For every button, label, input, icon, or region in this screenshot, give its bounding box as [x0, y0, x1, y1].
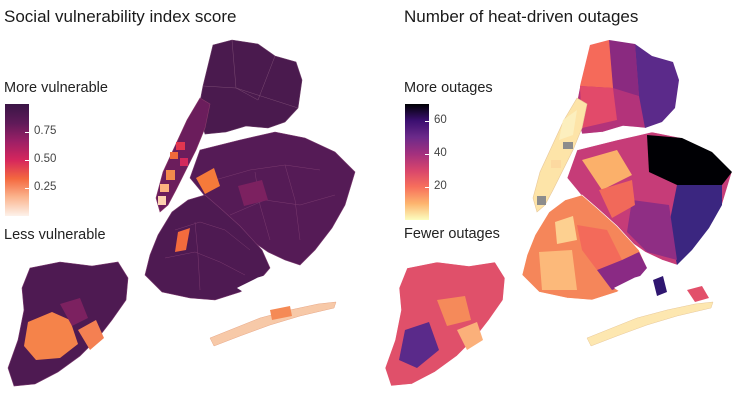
queens-region [669, 185, 722, 265]
colorbar-tick-label: 0.75 [34, 125, 57, 137]
colorbar-tick-label: 0.50 [34, 153, 57, 165]
bronx-region [609, 40, 639, 96]
staten-island-region [78, 320, 104, 350]
jamaica-bay [653, 276, 667, 296]
rockaway-region [209, 301, 337, 347]
staten-island-region [457, 322, 483, 350]
outages-map-title: Number of heat-driven outages [404, 7, 639, 26]
colorbar-tick-mark [425, 186, 429, 188]
manhattan-region [170, 152, 178, 159]
manhattan-region [537, 196, 546, 205]
svi-legend-bottom-label: Less vulnerable [4, 227, 106, 243]
brooklyn-region [577, 225, 622, 270]
staten-island-region [399, 322, 439, 368]
colorbar-tick-label: 20 [434, 179, 447, 192]
bronx-region [580, 86, 617, 128]
colorbar-tick-mark [425, 120, 429, 122]
staten-island-region [24, 312, 78, 360]
brooklyn-region [539, 250, 577, 290]
brooklyn-region [175, 228, 190, 252]
colorbar-tick-label: 60 [434, 113, 447, 126]
svi-legend-top-label: More vulnerable [4, 80, 108, 96]
brooklyn-region [164, 251, 246, 276]
brooklyn-region [194, 221, 201, 291]
svi-choropleth-map [7, 39, 356, 387]
bronx-region [580, 40, 613, 88]
svi-map-title: Social vulnerability index score [4, 7, 237, 26]
svi-panel: Social vulnerability index score More vu… [4, 7, 356, 387]
queens-region [647, 135, 732, 185]
outages-colorbar [405, 104, 429, 220]
manhattan-region [559, 110, 577, 140]
queens-region [284, 164, 301, 241]
manhattan-region [176, 142, 185, 150]
colorbar-tick-mark [25, 160, 29, 161]
queens-region [238, 180, 268, 206]
rockaway-region [270, 306, 292, 320]
outages-legend-top-label: More outages [404, 80, 493, 96]
outages-panel: Number of heat-driven outages More outag… [377, 0, 754, 411]
manhattan-region [158, 196, 166, 205]
brooklyn-region [555, 216, 577, 244]
rockaway-region [687, 286, 709, 302]
queens-region [196, 168, 220, 194]
jamaica-bay [236, 269, 323, 303]
manhattan-region [155, 97, 211, 213]
manhattan-region [166, 170, 175, 180]
bronx-region [635, 44, 679, 128]
queens-region [582, 150, 632, 190]
brooklyn-region [174, 221, 251, 251]
colorbar-tick-mark [425, 153, 429, 155]
manhattan-region [563, 142, 573, 149]
staten-island-region [437, 296, 471, 326]
queens-region [599, 180, 635, 218]
outages-legend-bottom-label: Fewer outages [404, 226, 500, 242]
outages-choropleth-map [384, 39, 733, 387]
colorbar-tick-label: 0.25 [34, 181, 57, 193]
queens-region [229, 194, 336, 216]
colorbar-tick-mark [25, 188, 29, 189]
queens-region [627, 200, 677, 260]
queens-region [214, 164, 321, 181]
rockaway-region [586, 301, 714, 347]
colorbar-tick-label: 40 [434, 146, 447, 159]
bronx-region [202, 85, 299, 109]
bronx-region [197, 39, 303, 135]
bronx-region [231, 39, 276, 101]
staten-island-region [60, 298, 88, 326]
colorbar-tick-mark [25, 132, 29, 133]
manhattan-region [180, 158, 188, 166]
manhattan-region [160, 184, 169, 192]
staten-island-region [384, 261, 506, 387]
manhattan-region [551, 160, 561, 168]
